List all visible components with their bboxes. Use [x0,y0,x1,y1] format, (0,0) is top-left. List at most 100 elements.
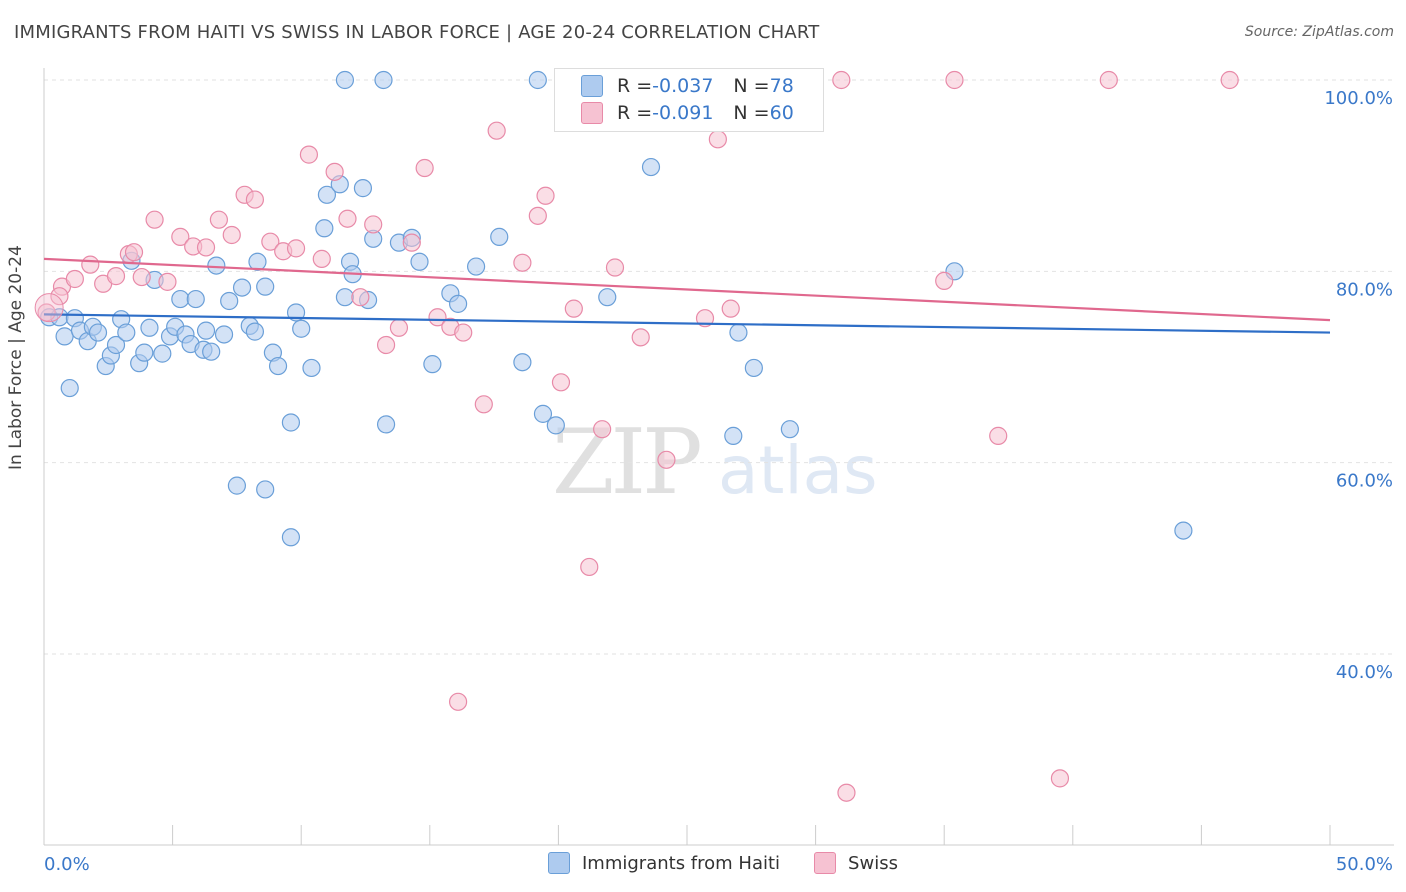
point-haiti [780,420,799,439]
n-value-haiti: 78 [769,75,794,97]
point-haiti [546,416,565,435]
point-swiss [351,288,370,307]
point-swiss [145,210,164,229]
point-swiss [171,227,190,246]
point-swiss [286,239,306,258]
r-value-swiss: -0.091 [652,102,714,124]
point-haiti [186,289,205,309]
y-tick-label: 80.0% [1336,279,1393,300]
point-swiss [428,308,447,327]
legend-label-haiti: Immigrants from Haiti [582,852,781,874]
point-swiss [245,190,265,209]
point-swiss [124,243,144,262]
point-haiti [302,358,321,378]
point-haiti [153,344,172,363]
point-swiss [564,299,583,318]
point-swiss [364,215,383,234]
point-haiti [528,70,547,90]
point-swiss [945,70,964,90]
legend-label-swiss: Swiss [848,852,898,874]
point-swiss [261,232,280,251]
point-swiss [631,328,650,347]
haiti-swatch [581,75,603,97]
point-swiss [695,309,715,328]
point-haiti [214,325,234,344]
point-swiss [389,318,409,337]
point-haiti [106,335,126,355]
point-haiti [171,289,190,309]
point-haiti [220,291,239,311]
watermark-atlas: atlas [718,432,878,509]
point-swiss [325,162,344,181]
point-haiti [374,70,393,90]
point-swiss [454,323,473,342]
point-swiss [657,450,676,469]
point-swiss [415,158,434,178]
stats-row-haiti: R = -0.037 N = 78 [581,73,794,99]
point-haiti [724,426,743,445]
point-haiti [641,157,661,177]
point-haiti [292,319,311,338]
trend-line-swiss [43,257,1331,322]
stats-row-swiss: R = -0.091 N = 60 [581,100,794,126]
point-haiti [533,404,553,423]
point-haiti [268,356,288,376]
y-tick-label: 100.0% [1324,88,1393,109]
point-haiti [410,252,429,271]
point-haiti [202,342,221,361]
x-tick-label: 50.0% [1336,854,1393,875]
legend-item-swiss[interactable]: Swiss [814,852,898,874]
point-haiti [513,353,532,372]
haiti-legend-swatch [548,852,570,874]
point-haiti [135,343,154,362]
point-haiti [248,252,267,271]
r-label: R = [617,75,653,97]
point-swiss [474,395,493,414]
y-axis-label: In Labor Force | Age 20-24 [6,245,26,470]
point-haiti [140,318,159,337]
point-swiss [81,255,100,274]
n-label: N = [733,102,770,124]
trend-line-haiti [43,313,1331,334]
point-swiss [593,420,612,439]
point-haiti [88,323,108,342]
point-haiti [286,303,306,322]
point-haiti [232,278,252,297]
point-swiss [338,209,357,228]
y-tick-label: 40.0% [1336,662,1393,683]
point-haiti [744,358,763,378]
source-label: Source: ZipAtlas.com [1244,24,1394,40]
point-haiti [317,185,337,204]
r-value-haiti: -0.037 [652,75,714,97]
legend-item-haiti[interactable]: Immigrants from Haiti [548,852,780,874]
point-swiss [513,253,532,272]
point-haiti [281,413,301,432]
point-haiti [335,70,355,90]
point-swiss [448,692,468,711]
n-value-swiss: 60 [769,102,794,124]
point-swiss [605,258,625,277]
chart-title: IMMIGRANTS FROM HAITI VS SWISS IN LABOR … [14,22,820,43]
point-swiss [1099,70,1118,90]
point-haiti [196,321,216,340]
point-haiti [55,327,74,346]
point-haiti [281,528,301,547]
point-swiss [837,783,856,802]
point-haiti [376,415,396,434]
point-haiti [466,257,486,276]
point-haiti [207,256,226,275]
point-haiti [598,288,617,307]
point-swiss [222,225,241,245]
point-swiss [50,287,69,306]
point-swiss [832,70,851,90]
r-label: R = [617,102,653,124]
point-haiti [256,480,275,499]
point-swiss [376,335,396,355]
point-haiti [256,277,275,296]
point-swiss [299,145,319,164]
point-haiti [60,378,79,398]
point-haiti [1174,521,1193,540]
swiss-legend-swatch [814,852,837,874]
point-swiss [209,210,228,229]
point-swiss [312,249,331,268]
